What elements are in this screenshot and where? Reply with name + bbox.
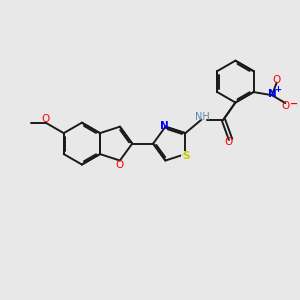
Text: O: O <box>281 101 290 111</box>
Text: O: O <box>41 114 50 124</box>
Text: O: O <box>273 75 281 85</box>
Text: +: + <box>274 85 281 94</box>
Text: NH: NH <box>196 112 210 122</box>
Text: −: − <box>290 99 298 109</box>
Text: O: O <box>224 137 232 147</box>
Text: S: S <box>182 152 190 161</box>
Text: N: N <box>268 89 277 99</box>
Text: N: N <box>160 121 169 131</box>
Text: O: O <box>116 160 124 170</box>
